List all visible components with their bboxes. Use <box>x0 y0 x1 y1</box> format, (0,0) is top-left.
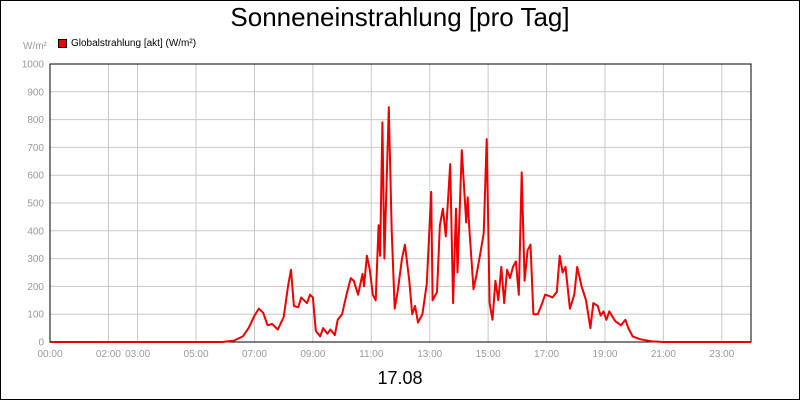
x-tick-label: 00:00 <box>37 349 62 360</box>
chart-title: Sonneneinstrahlung [pro Tag] <box>230 2 570 32</box>
series-line <box>50 106 751 343</box>
y-tick-label: 400 <box>27 226 44 237</box>
y-tick-label: 800 <box>27 115 44 126</box>
legend-label: Globalstrahlung [akt] (W/m²) <box>71 38 197 49</box>
y-tick-label: 700 <box>27 143 44 154</box>
y-axis-unit: W/m² <box>23 41 47 52</box>
y-tick-label: 1000 <box>22 60 45 71</box>
x-axis-label: 17.08 <box>377 368 423 388</box>
x-tick-label: 03:00 <box>125 349 150 360</box>
x-tick-label: 21:00 <box>651 349 676 360</box>
y-tick-label: 100 <box>27 310 44 321</box>
x-tick-label: 15:00 <box>476 349 501 360</box>
x-tick-label: 13:00 <box>417 349 442 360</box>
x-tick-label: 02:00 <box>96 349 121 360</box>
x-tick-label: 23:00 <box>709 349 734 360</box>
y-tick-label: 600 <box>27 171 44 182</box>
x-tick-label: 17:00 <box>534 349 559 360</box>
x-tick-label: 09:00 <box>300 349 325 360</box>
y-tick-label: 900 <box>27 87 44 98</box>
x-tick-label: 19:00 <box>592 349 617 360</box>
y-tick-label: 0 <box>38 338 44 349</box>
legend-swatch <box>58 39 67 48</box>
y-tick-label: 300 <box>27 254 44 265</box>
legend: Globalstrahlung [akt] (W/m²) <box>58 38 196 49</box>
x-tick-label: 07:00 <box>242 349 267 360</box>
x-tick-label: 11:00 <box>359 349 384 360</box>
y-tick-label: 200 <box>27 282 44 293</box>
plot-border <box>49 63 752 343</box>
x-tick-label: 05:00 <box>184 349 209 360</box>
y-tick-label: 500 <box>27 199 44 210</box>
